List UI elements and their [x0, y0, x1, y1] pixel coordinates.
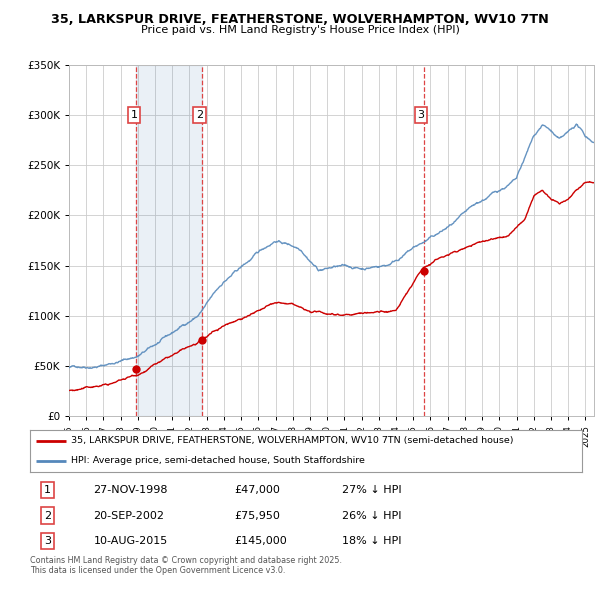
Text: 27% ↓ HPI: 27% ↓ HPI: [342, 486, 401, 495]
Text: £75,950: £75,950: [234, 510, 280, 520]
Text: 35, LARKSPUR DRIVE, FEATHERSTONE, WOLVERHAMPTON, WV10 7TN: 35, LARKSPUR DRIVE, FEATHERSTONE, WOLVER…: [51, 13, 549, 26]
Text: Contains HM Land Registry data © Crown copyright and database right 2025.
This d: Contains HM Land Registry data © Crown c…: [30, 556, 342, 575]
Text: 1: 1: [130, 110, 137, 120]
Text: 10-AUG-2015: 10-AUG-2015: [94, 536, 168, 546]
Text: Price paid vs. HM Land Registry's House Price Index (HPI): Price paid vs. HM Land Registry's House …: [140, 25, 460, 35]
Text: 18% ↓ HPI: 18% ↓ HPI: [342, 536, 401, 546]
Text: 3: 3: [44, 536, 51, 546]
Text: 26% ↓ HPI: 26% ↓ HPI: [342, 510, 401, 520]
Text: HPI: Average price, semi-detached house, South Staffordshire: HPI: Average price, semi-detached house,…: [71, 456, 365, 465]
Bar: [136, 65, 202, 416]
Text: 35, LARKSPUR DRIVE, FEATHERSTONE, WOLVERHAMPTON, WV10 7TN (semi-detached house): 35, LARKSPUR DRIVE, FEATHERSTONE, WOLVER…: [71, 437, 514, 445]
Text: 20-SEP-2002: 20-SEP-2002: [94, 510, 164, 520]
Text: 1: 1: [44, 486, 51, 495]
Text: 3: 3: [418, 110, 425, 120]
Text: £47,000: £47,000: [234, 486, 280, 495]
Text: 2: 2: [44, 510, 51, 520]
Text: 27-NOV-1998: 27-NOV-1998: [94, 486, 168, 495]
Text: £145,000: £145,000: [234, 536, 287, 546]
Text: 2: 2: [196, 110, 203, 120]
